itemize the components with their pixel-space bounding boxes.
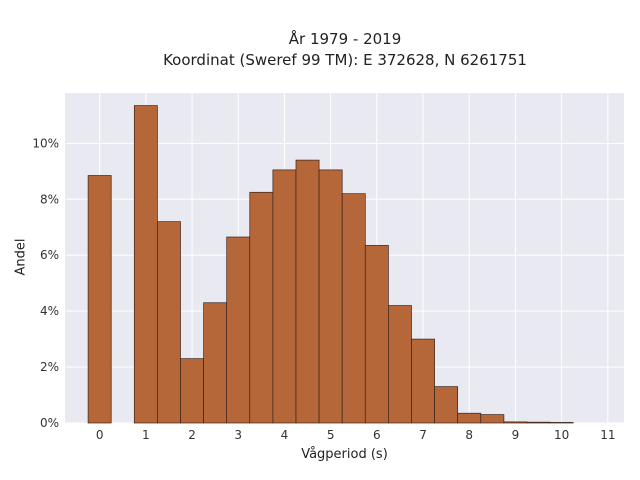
x-tick-label: 6: [373, 428, 381, 442]
x-axis-label: Vågperiod (s): [301, 447, 388, 462]
histogram-bar: [157, 221, 181, 424]
histogram-bar: [249, 191, 274, 424]
x-tick-label: 2: [188, 428, 196, 442]
histogram-bar: [318, 169, 343, 424]
histogram-bar: [503, 421, 528, 424]
y-tick-label: 4%: [40, 304, 59, 318]
histogram-bar: [457, 412, 482, 424]
x-tick-label: 3: [234, 428, 242, 442]
x-tick-label: 9: [512, 428, 520, 442]
x-tick-label: 11: [600, 428, 615, 442]
x-tick-label: 0: [96, 428, 104, 442]
y-tick-label: 10%: [32, 136, 59, 150]
bars: [87, 105, 574, 424]
y-tick-label: 8%: [40, 192, 59, 206]
y-tick-label: 2%: [40, 360, 59, 374]
x-tick-label: 4: [281, 428, 289, 442]
x-tick-labels: 0 1 2 3 4 5 6 7 8 9 10 11: [96, 428, 616, 442]
histogram-bar: [203, 302, 228, 424]
histogram-bar: [388, 305, 412, 424]
chart-title-line-2: Koordinat (Sweref 99 TM): E 372628, N 62…: [163, 51, 527, 69]
x-tick-label: 1: [142, 428, 150, 442]
histogram-bar: [295, 159, 320, 424]
histogram-bar: [549, 422, 574, 424]
histogram-bar: [87, 175, 112, 424]
histogram-bar: [341, 193, 366, 424]
histogram-bar: [272, 169, 297, 424]
histogram-bar: [364, 245, 389, 424]
x-tick-label: 10: [554, 428, 569, 442]
histogram-bar: [133, 105, 158, 424]
histogram-bar: [180, 358, 204, 424]
histogram-bar: [226, 236, 251, 424]
y-axis-label: Andel: [13, 238, 29, 276]
x-tick-label: 7: [419, 428, 427, 442]
x-tick-label: 8: [465, 428, 473, 442]
y-tick-labels: 0% 2% 4% 6% 8% 10%: [32, 136, 59, 430]
x-tick-label: 5: [327, 428, 335, 442]
chart-title-line-1: År 1979 - 2019: [288, 30, 402, 48]
histogram-bar: [434, 386, 459, 424]
histogram-bar: [526, 421, 551, 424]
y-tick-label: 0%: [40, 416, 59, 430]
histogram-bar: [411, 338, 435, 424]
histogram-bar: [480, 414, 505, 424]
y-tick-label: 6%: [40, 248, 59, 262]
